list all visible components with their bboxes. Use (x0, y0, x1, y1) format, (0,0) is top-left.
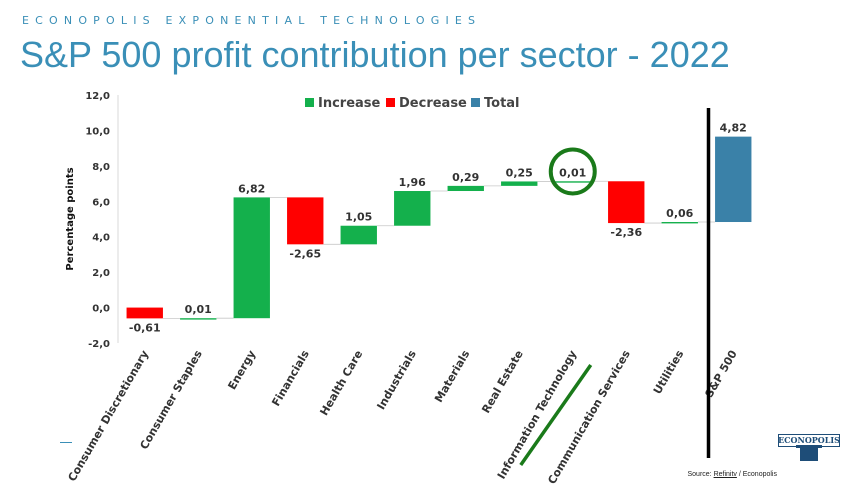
legend-label: Increase (318, 96, 381, 111)
x-tick-label: Materials (432, 348, 472, 405)
source-note: Source: Refinitv / Econopolis (687, 471, 777, 478)
legend-label: Decrease (399, 96, 467, 111)
data-label: 1,96 (399, 176, 426, 189)
x-tick-label: Financials (269, 348, 312, 409)
logo-tower-icon (796, 445, 822, 461)
x-tick-label: Health Care (318, 348, 366, 418)
data-label: 4,82 (720, 122, 747, 135)
bar-utilities (661, 222, 698, 224)
y-tick-label: -2,0 (88, 339, 110, 350)
x-tick-label: Energy (225, 348, 258, 392)
x-tick-label: Industrials (374, 348, 419, 412)
y-axis-title: Percentage points (65, 167, 76, 270)
x-tick-label: Utilities (651, 348, 687, 397)
source-provider: Refinitv (713, 471, 737, 478)
y-tick-label: 6,0 (92, 197, 110, 208)
bar-information-technology (554, 181, 591, 183)
logo-text: ECONOPOLIS (778, 435, 840, 445)
bar-industrials (394, 191, 431, 226)
bar-communication-services (608, 181, 645, 224)
x-tick-label: Real Estate (479, 348, 525, 415)
highlight-underline (519, 363, 593, 467)
bar-s-p-500 (715, 136, 752, 223)
x-tick-label: Consumer Staples (137, 348, 205, 452)
bar-materials (447, 185, 484, 192)
bar-financials (287, 197, 324, 245)
source-suffix: / Econopolis (736, 471, 777, 478)
y-tick-label: 8,0 (92, 162, 110, 173)
legend-swatch (386, 98, 395, 107)
y-tick-label: 12,0 (85, 91, 110, 102)
data-label: -0,61 (129, 321, 161, 334)
data-label: 1,05 (345, 211, 372, 224)
bar-consumer-discretionary (126, 307, 163, 319)
highlight-circle (548, 147, 597, 196)
data-label: 0,29 (452, 171, 479, 184)
y-tick-label: 4,0 (92, 233, 110, 244)
bar-energy (233, 197, 270, 319)
data-label: 0,01 (559, 166, 586, 179)
page-title: S&P 500 profit contribution per sector -… (20, 34, 730, 75)
legend-swatch (471, 98, 480, 107)
legend-label: Total (484, 96, 520, 111)
y-tick-label: 2,0 (92, 268, 110, 279)
legend-swatch (305, 98, 314, 107)
header-kicker: ECONOPOLIS EXPONENTIAL TECHNOLOGIES (22, 14, 482, 27)
y-tick-label: 0,0 (92, 304, 110, 315)
econopolis-logo: ECONOPOLIS (778, 434, 840, 462)
data-label: -2,36 (610, 226, 642, 239)
x-tick-label: Consumer Discretionary (65, 348, 151, 484)
data-label: 6,82 (238, 182, 265, 195)
data-label: 0,06 (666, 207, 693, 220)
bar-real-estate (501, 181, 538, 186)
y-tick-label: 10,0 (85, 126, 110, 137)
accent-dash (60, 442, 72, 443)
bar-health-care (340, 225, 377, 245)
bar-consumer-staples (180, 318, 217, 320)
source-prefix: Source: (687, 471, 714, 478)
data-label: 0,01 (185, 303, 212, 316)
data-label: -2,65 (289, 247, 321, 260)
data-label: 0,25 (506, 166, 533, 179)
